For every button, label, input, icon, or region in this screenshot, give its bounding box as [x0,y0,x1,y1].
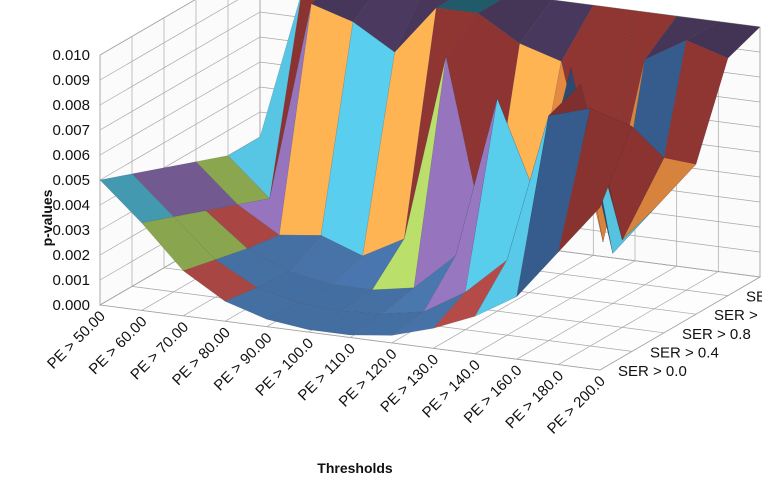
x-axis-title: Thresholds [317,460,393,476]
surface-patch [477,0,552,44]
surface-patch [310,0,370,23]
z-tick-label: 0.005 [52,172,90,189]
y-tick-label: SER > 0.4 [650,344,719,361]
z-tick-label: 0.000 [52,297,90,314]
y-tick-label: SER > 0.8 [682,326,751,343]
surface-patch [269,0,316,199]
z-tick-label: 0.001 [52,272,90,289]
z-axis-title: p-values [39,189,55,246]
surface-patch [435,0,502,14]
y-gridline [99,55,601,371]
z-tick-label: 0.006 [52,147,90,164]
y-gridline [131,36,633,352]
y-gridline [163,17,665,334]
z-tick-label: 0.009 [52,72,90,89]
surface-patch [352,0,420,53]
z-tick-label: 0.004 [52,197,90,214]
surface-plot [99,0,761,336]
z-tick-label: 0.010 [52,47,90,64]
z-tick-label: 0.008 [52,97,90,114]
y-tick-label: SER > 1.6 [746,289,762,306]
z-tick-label: 0.003 [52,222,90,239]
z-tick-label: 0.007 [52,122,90,139]
surface-patch [394,0,451,53]
surface-patch [557,108,633,253]
y-tick-label: SER > 1.2 [714,307,762,324]
z-tick-label: 0.002 [52,247,90,264]
y-tick-label: SER > 0.0 [618,363,687,380]
z-axis-ticks: 0.000 0.001 0.002 0.003 0.004 0.005 0.006 0.007… [52,47,90,314]
